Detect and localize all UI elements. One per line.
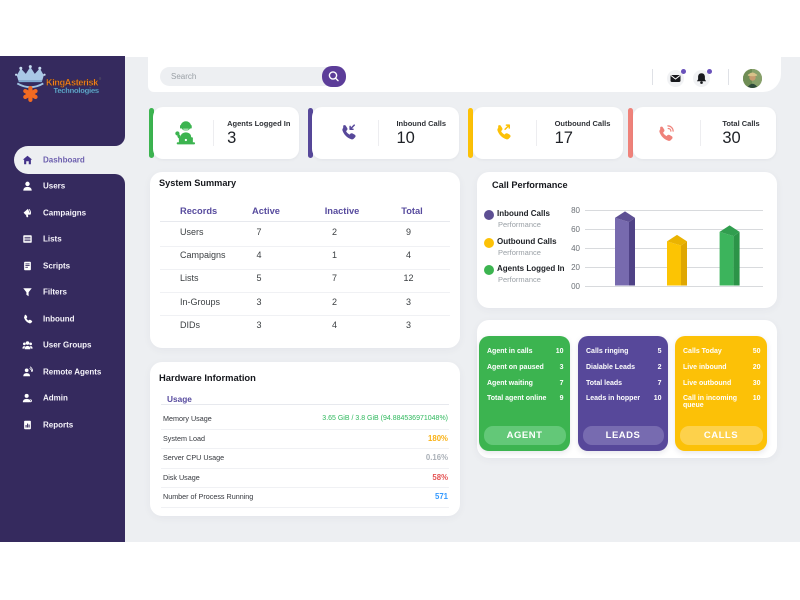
svg-text:KingAsterisk: KingAsterisk bbox=[46, 78, 99, 88]
svg-text:Technologies: Technologies bbox=[54, 86, 99, 95]
